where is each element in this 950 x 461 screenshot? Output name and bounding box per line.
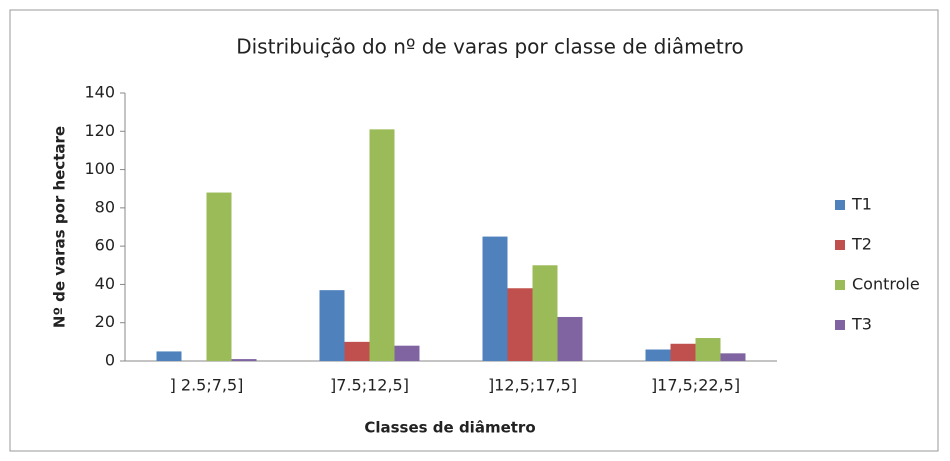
y-tick-label: 20	[95, 312, 115, 331]
y-tick-label: 0	[105, 351, 115, 370]
x-tick-label: ]17,5;22,5]	[651, 376, 740, 395]
legend-swatch	[835, 240, 845, 250]
bar	[720, 353, 746, 361]
y-tick-label: 60	[95, 236, 115, 255]
bar	[670, 343, 696, 361]
legend-swatch	[835, 200, 845, 210]
y-tick-label: 140	[84, 83, 115, 102]
y-tick-label: 80	[95, 197, 115, 216]
bar	[369, 129, 395, 361]
y-axis-label: Nº de varas por hectare	[51, 126, 69, 328]
bar	[695, 338, 721, 361]
bar	[344, 341, 370, 361]
legend-label: T2	[851, 235, 872, 254]
bar	[231, 359, 257, 361]
x-tick-label: ] 2.5;7,5]	[170, 376, 244, 395]
bar	[645, 349, 671, 361]
bar	[532, 265, 558, 361]
bar	[206, 192, 232, 361]
legend-swatch	[835, 320, 845, 330]
x-axis-label: Classes de diâmetro	[364, 419, 535, 437]
bar	[156, 351, 182, 361]
y-tick-label: 100	[84, 159, 115, 178]
legend-label: T1	[851, 195, 872, 214]
bar	[482, 236, 508, 361]
y-tick-label: 120	[84, 121, 115, 140]
y-tick-label: 40	[95, 274, 115, 293]
chart-title: Distribuição do nº de varas por classe d…	[236, 35, 744, 59]
legend-swatch	[835, 280, 845, 290]
x-tick-label: ]7.5;12,5]	[330, 376, 409, 395]
bar	[394, 345, 420, 361]
bar	[319, 290, 345, 361]
bar	[557, 316, 583, 361]
legend-label: Controle	[852, 275, 920, 294]
frame	[9, 9, 939, 452]
x-tick-label: ]12,5;17,5]	[488, 376, 577, 395]
bar	[507, 288, 533, 361]
legend-label: T3	[851, 315, 872, 334]
